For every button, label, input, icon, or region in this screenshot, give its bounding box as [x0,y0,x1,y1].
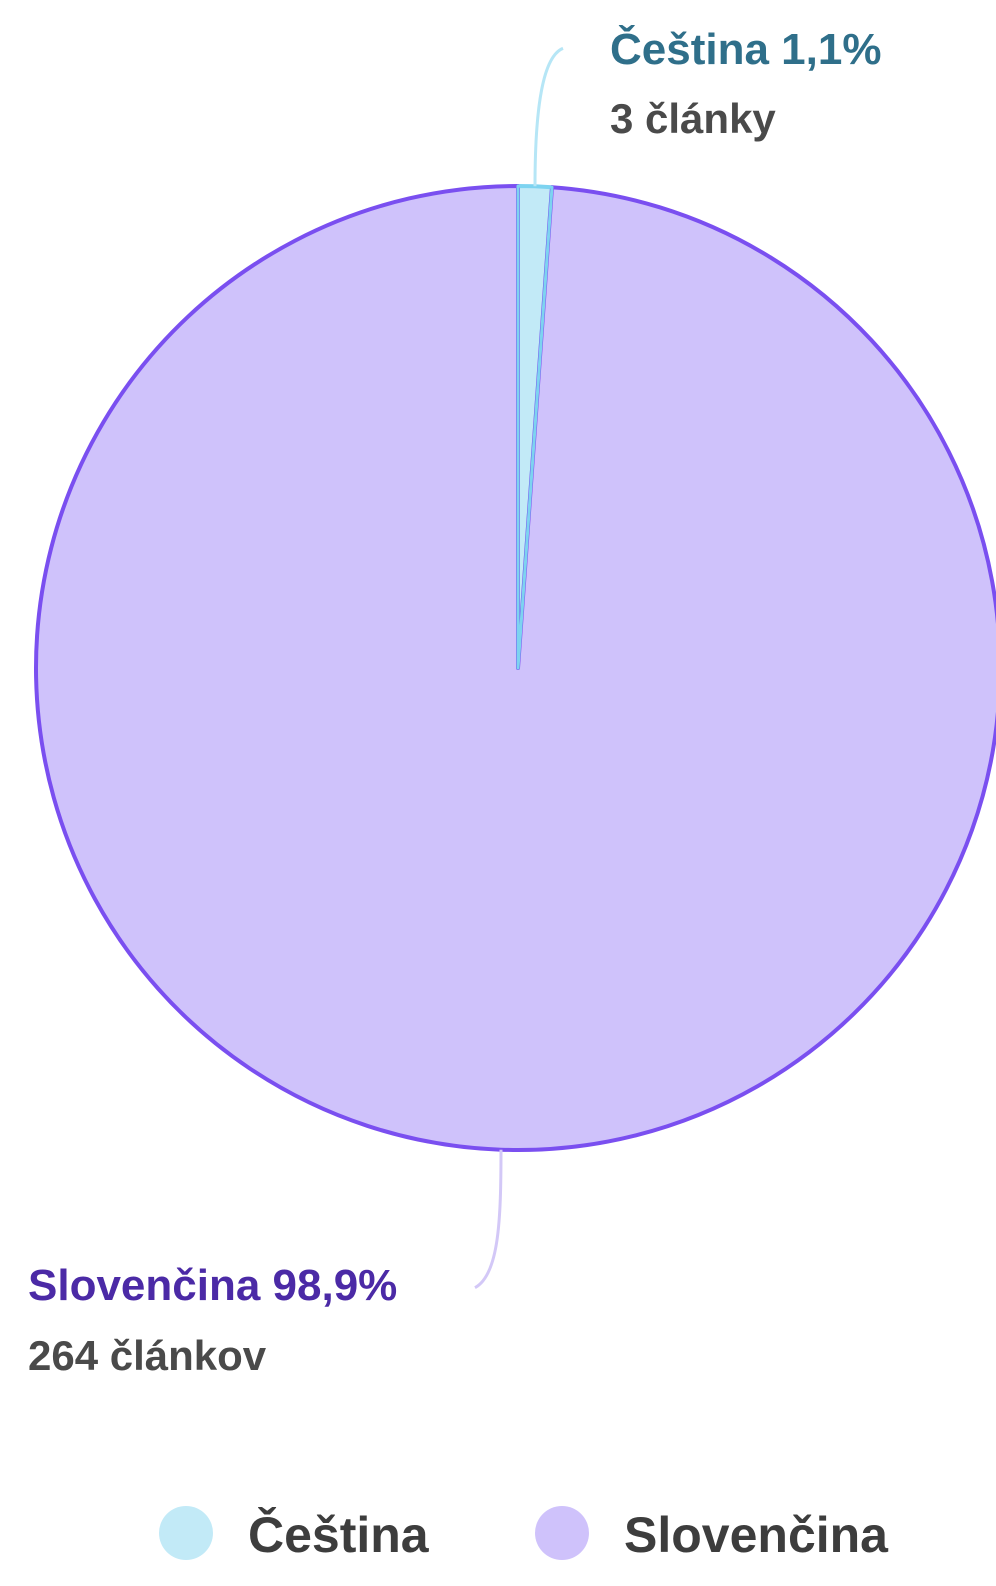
slice-label-slovencina: Slovenčina 98,9% [28,1261,397,1310]
slice-labels: Čeština 1,1% 3 články Slovenčina 98,9% 2… [28,23,881,1379]
legend-label-slovencina[interactable]: Slovenčina [624,1507,889,1563]
label-connectors [474,46,564,1290]
pie-slice-slovencina[interactable] [34,184,996,1152]
slice-count-slovencina: 264 článkov [28,1332,267,1379]
pie-slice-cestina-outline [516,184,554,670]
connector-cestina [533,46,564,187]
slice-count-cestina: 3 články [610,95,776,142]
legend: Čeština Slovenčina [159,1506,889,1563]
pie-slices [34,184,996,1152]
slice-label-cestina: Čeština 1,1% [610,23,881,74]
legend-swatch-cestina [159,1506,213,1560]
legend-swatch-slovencina [535,1506,589,1560]
legend-label-cestina[interactable]: Čeština [248,1506,430,1563]
connector-slovencina [474,1149,503,1290]
